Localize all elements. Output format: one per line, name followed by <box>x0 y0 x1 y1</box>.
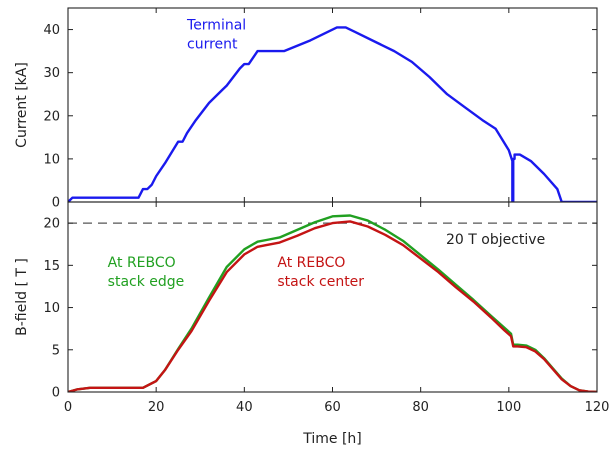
bfield-series-at-rebco-stack-center-line <box>68 220 597 392</box>
bfield-x-axis-title: Time [h] <box>302 431 362 447</box>
bfield-panel: 20 T objective 0 20 40 60 80 100 120 0 5 10 15 20 B-f… <box>14 201 610 447</box>
bfield-y-tick-label: 5 <box>52 343 60 358</box>
current-annotation-line: current <box>187 37 238 53</box>
current-series-group <box>68 26 597 202</box>
bfield-x-tick-label: 20 <box>148 400 165 415</box>
bfield-x-tick-label: 60 <box>324 400 341 415</box>
current-y-tick-label: 10 <box>43 152 60 167</box>
bfield-y-tick-label: 0 <box>52 386 60 401</box>
current-plot-frame <box>67 7 598 203</box>
current-panel: 0 10 20 30 40 Current [kA] Terminal current <box>14 7 598 211</box>
current-y-tick-label: 0 <box>52 196 60 211</box>
current-annotation-line: Terminal <box>186 18 246 34</box>
current-y-tick-label: 20 <box>43 109 60 124</box>
current-y-axis-title: Current [kA] <box>14 62 30 148</box>
bfield-annotation-line: stack edge <box>108 274 185 290</box>
bfield-x-tick-label: 100 <box>496 400 521 415</box>
bfield-annotation-line: At REBCO <box>108 255 176 271</box>
bfield-y-tick-label: 15 <box>43 259 60 274</box>
bfield-y-tick-label: 10 <box>43 301 60 316</box>
bfield-annotation-1: At REBCO stack center <box>277 255 364 290</box>
current-y-tick-label: 30 <box>43 66 60 81</box>
bfield-annotation-line: stack center <box>277 274 364 290</box>
current-series-0-line <box>68 26 597 202</box>
bfield-x-tick-label: 80 <box>412 400 429 415</box>
bfield-plot-frame <box>67 201 598 393</box>
bfield-x-tick-label: 0 <box>64 400 72 415</box>
current-y-tick-label: 40 <box>43 23 60 38</box>
bfield-y-tick-label: 20 <box>43 217 60 232</box>
bfield-x-tick-label: 40 <box>236 400 253 415</box>
bfield-annotation-0: At REBCO stack edge <box>108 255 185 290</box>
bfield-x-tick-label: 120 <box>585 400 610 415</box>
bfield-series-group <box>68 214 597 392</box>
reference-line-label: 20 T objective <box>446 232 545 248</box>
bfield-y-axis-title: B-field [ T ] <box>14 258 30 336</box>
bfield-annotation-line: At REBCO <box>277 255 345 271</box>
current-annotation-0: Terminal current <box>186 18 246 53</box>
